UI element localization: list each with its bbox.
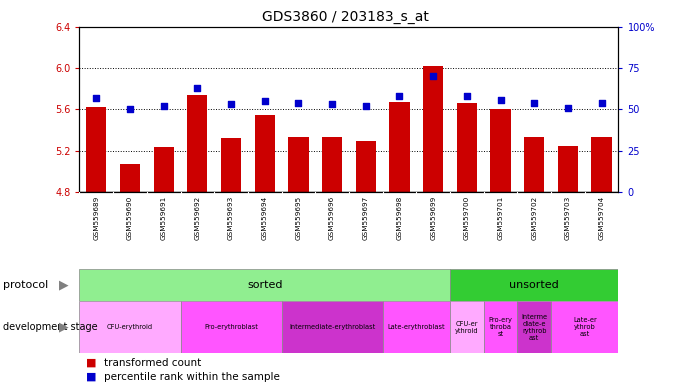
Point [394,93,405,99]
Point [158,103,169,109]
Text: ■: ■ [86,372,97,382]
Text: GSM559690: GSM559690 [127,196,133,240]
Bar [558,146,578,192]
Bar [356,141,376,192]
Text: GSM559696: GSM559696 [329,196,335,240]
Text: GSM559701: GSM559701 [498,196,504,240]
Text: development stage: development stage [3,322,98,333]
Bar [518,301,551,353]
Text: CFU-erythroid: CFU-erythroid [107,324,153,330]
Bar [450,301,484,353]
Text: GSM559699: GSM559699 [430,196,436,240]
Text: Interme
diate-e
rythrob
ast: Interme diate-e rythrob ast [521,314,547,341]
Bar [221,138,241,192]
Text: GSM559694: GSM559694 [262,196,267,240]
Text: Late-erythroblast: Late-erythroblast [388,324,445,330]
Bar [281,301,383,353]
Text: GSM559703: GSM559703 [565,196,571,240]
Point [596,100,607,106]
Bar [457,103,477,192]
Text: protocol: protocol [3,280,48,290]
Point [192,85,203,91]
Text: percentile rank within the sample: percentile rank within the sample [104,372,280,382]
Point [327,101,338,108]
Bar [153,147,173,192]
Text: GDS3860 / 203183_s_at: GDS3860 / 203183_s_at [262,10,429,23]
Point [562,105,574,111]
Text: Pro-erythroblast: Pro-erythroblast [204,324,258,330]
Bar [322,137,342,192]
Text: ▶: ▶ [59,279,69,291]
Bar [484,301,518,353]
Bar [423,66,443,192]
Bar [120,164,140,192]
Bar [591,137,612,192]
Text: GSM559697: GSM559697 [363,196,369,240]
Text: transformed count: transformed count [104,358,201,368]
Point [462,93,473,99]
Text: sorted: sorted [247,280,283,290]
Bar [450,269,618,301]
Text: GSM559698: GSM559698 [397,196,402,240]
Point [360,103,371,109]
Bar [491,109,511,192]
Text: ▶: ▶ [59,321,69,334]
Text: GSM559700: GSM559700 [464,196,470,240]
Text: Late-er
ythrob
ast: Late-er ythrob ast [573,317,596,338]
Bar [524,137,545,192]
Point [428,73,439,79]
Bar [187,95,207,192]
Text: GSM559691: GSM559691 [161,196,167,240]
Bar [551,301,618,353]
Bar [79,269,450,301]
Text: Pro-ery
throba
st: Pro-ery throba st [489,317,513,338]
Point [529,100,540,106]
Point [293,100,304,106]
Bar [383,301,450,353]
Point [124,106,135,113]
Bar [86,108,106,192]
Point [225,101,236,108]
Bar [180,301,281,353]
Text: ■: ■ [86,358,97,368]
Text: GSM559702: GSM559702 [531,196,537,240]
Text: unsorted: unsorted [509,280,559,290]
Text: GSM559689: GSM559689 [93,196,100,240]
Text: GSM559692: GSM559692 [194,196,200,240]
Bar [79,301,180,353]
Bar [288,137,308,192]
Bar [389,102,410,192]
Point [91,95,102,101]
Bar [254,114,275,192]
Point [259,98,270,104]
Text: Intermediate-erythroblast: Intermediate-erythroblast [289,324,375,330]
Text: GSM559695: GSM559695 [296,196,301,240]
Text: GSM559704: GSM559704 [598,196,605,240]
Point [495,96,506,103]
Text: GSM559693: GSM559693 [228,196,234,240]
Text: CFU-er
ythroid: CFU-er ythroid [455,321,479,334]
